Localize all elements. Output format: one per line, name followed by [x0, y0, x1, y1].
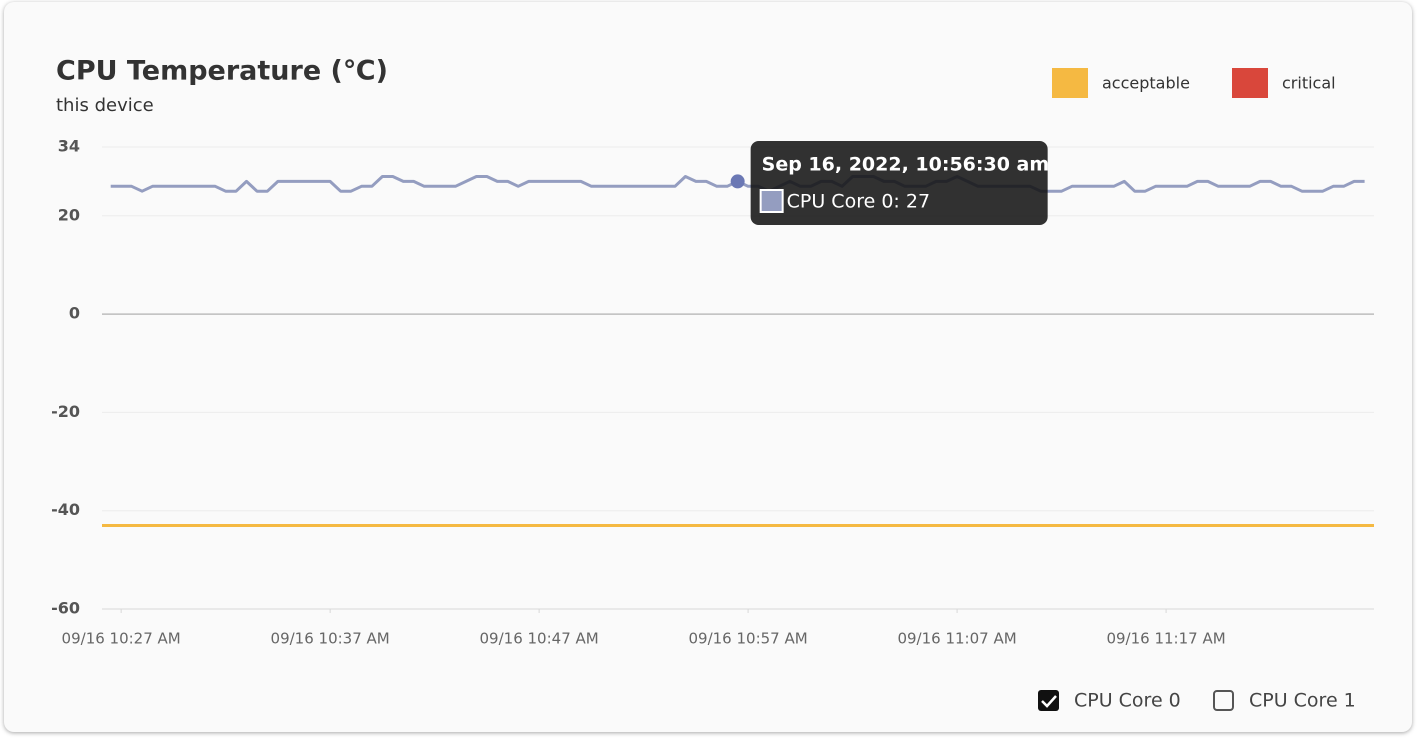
series-toggle[interactable]: CPU Core 1	[1213, 690, 1356, 712]
toggle-label[interactable]: CPU Core 1	[1249, 690, 1356, 712]
x-tick-label: 09/16 11:07 AM	[897, 630, 1016, 648]
chart-subtitle: this device	[56, 95, 154, 116]
y-tick-label: -60	[51, 599, 80, 618]
x-tick-label: 09/16 10:47 AM	[480, 630, 599, 648]
legend-swatch	[1052, 68, 1088, 98]
toggle-label[interactable]: CPU Core 0	[1074, 690, 1181, 712]
tooltip-box	[750, 141, 1048, 225]
x-tick-label: 09/16 11:17 AM	[1106, 630, 1225, 648]
x-tick-label: 09/16 10:37 AM	[271, 630, 390, 648]
checkbox[interactable]	[1213, 690, 1234, 711]
y-tick-label: 20	[58, 205, 80, 224]
hover-point	[730, 174, 745, 189]
checkmark	[1041, 695, 1057, 708]
y-tick-label: 0	[69, 304, 80, 323]
tooltip-title: Sep 16, 2022, 10:56:30 am	[762, 154, 1050, 176]
series-toggle[interactable]: CPU Core 0	[1038, 690, 1181, 712]
tooltip: Sep 16, 2022, 10:56:30 am CPU Core 0: 27	[750, 141, 1050, 225]
y-tick-label: 34	[58, 137, 80, 156]
legend-swatch	[1232, 68, 1268, 98]
tooltip-text: CPU Core 0: 27	[787, 191, 930, 213]
chart-title: CPU Temperature (℃)	[56, 56, 388, 87]
legend-label: acceptable	[1102, 74, 1190, 93]
legend-label: critical	[1282, 74, 1336, 93]
tooltip-swatch	[759, 189, 784, 213]
card	[4, 2, 1412, 732]
y-tick-label: -40	[51, 500, 80, 519]
x-tick-label: 09/16 10:57 AM	[688, 630, 807, 648]
x-tick-label: 09/16 10:27 AM	[62, 630, 181, 648]
y-tick-label: -20	[51, 402, 80, 421]
checkbox-checked[interactable]	[1038, 690, 1059, 711]
